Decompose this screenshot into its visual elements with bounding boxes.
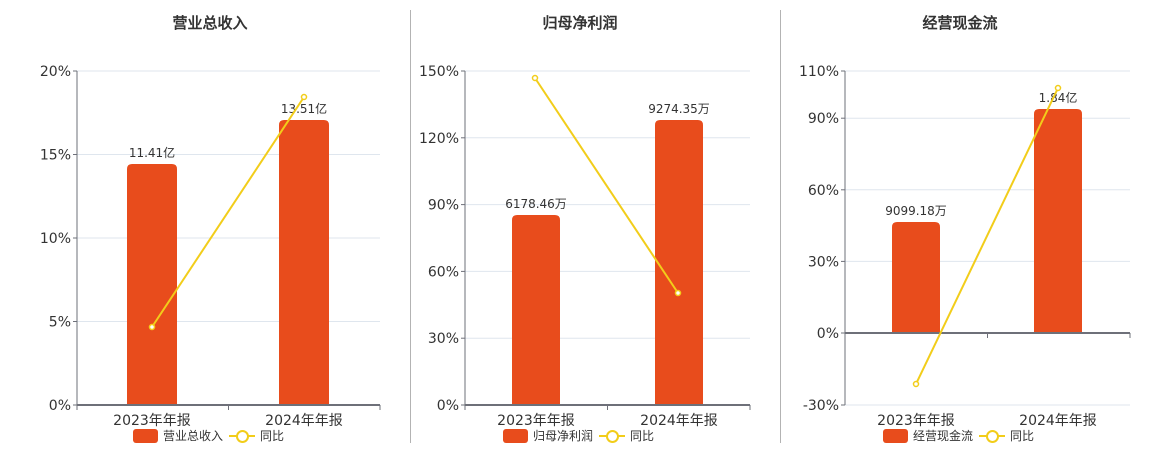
y-tick-label: 0% bbox=[437, 398, 459, 414]
legend-bar-label: 营业总收入 bbox=[163, 429, 224, 443]
legend-bar-label: 归母净利润 bbox=[533, 429, 594, 443]
legend-item-line[interactable]: 同比 bbox=[979, 427, 1034, 444]
y-tick-label: 60% bbox=[428, 264, 459, 280]
y-tick-label: 90% bbox=[808, 111, 839, 127]
chart-title-revenue: 营业总收入 bbox=[172, 14, 248, 32]
legend-bar-label: 经营现金流 bbox=[913, 429, 974, 443]
legend-line-label: 同比 bbox=[630, 429, 655, 443]
yoy-point-0[interactable] bbox=[531, 74, 539, 82]
panel-divider bbox=[780, 10, 781, 443]
bar-value-label: 6178.46万 bbox=[505, 197, 567, 211]
legend-operating-cashflow: 经营现金流 同比 bbox=[883, 427, 1034, 444]
yoy-point-1[interactable] bbox=[674, 289, 682, 297]
yoy-line bbox=[915, 87, 1059, 385]
legend-item-line[interactable]: 同比 bbox=[229, 427, 284, 444]
bar-swatch-icon bbox=[883, 428, 908, 443]
chart-title-net-profit: 归母净利润 bbox=[542, 14, 618, 32]
yoy-point-0[interactable] bbox=[148, 323, 156, 331]
bar-revenue-0[interactable] bbox=[127, 164, 177, 405]
y-tick-label: 5% bbox=[49, 315, 71, 331]
y-tick-label: 120% bbox=[419, 131, 459, 147]
legend-item-bar[interactable]: 归母净利润 bbox=[503, 427, 593, 444]
y-tick-label: 60% bbox=[808, 183, 839, 199]
bar-value-label: 9099.18万 bbox=[885, 204, 947, 218]
legend-item-bar[interactable]: 经营现金流 bbox=[883, 427, 973, 444]
y-tick-label: 0% bbox=[817, 326, 839, 342]
legend-item-bar[interactable]: 营业总收入 bbox=[133, 427, 223, 444]
yoy-line bbox=[534, 77, 679, 294]
bar-operating-cashflow-1[interactable] bbox=[1034, 109, 1082, 333]
bar-value-label: 1.84亿 bbox=[1039, 90, 1078, 105]
bar-swatch-icon bbox=[133, 428, 158, 443]
y-tick-label: 110% bbox=[799, 64, 839, 80]
y-tick-label: 0% bbox=[49, 398, 71, 414]
legend-revenue: 营业总收入 同比 bbox=[133, 427, 284, 444]
y-tick-label: 20% bbox=[40, 64, 71, 80]
y-tick-label: 90% bbox=[428, 198, 459, 214]
bar-swatch-icon bbox=[503, 428, 528, 443]
bar-operating-cashflow-0[interactable] bbox=[892, 222, 940, 333]
bar-net-profit-0[interactable] bbox=[512, 215, 560, 405]
yoy-point-0[interactable] bbox=[912, 380, 920, 388]
y-tick-label: -30% bbox=[803, 398, 839, 414]
y-tick-label: 150% bbox=[419, 64, 459, 80]
legend-item-line[interactable]: 同比 bbox=[599, 427, 654, 444]
bar-revenue-1[interactable] bbox=[279, 120, 329, 405]
bar-value-label: 11.41亿 bbox=[129, 145, 175, 160]
yoy-point-1[interactable] bbox=[300, 93, 308, 101]
y-tick-label: 30% bbox=[428, 331, 459, 347]
legend-line-label: 同比 bbox=[1010, 429, 1035, 443]
x-category-label: 2024年年报 bbox=[265, 413, 343, 429]
legend-line-label: 同比 bbox=[260, 429, 285, 443]
panel-divider bbox=[410, 10, 411, 443]
line-marker-icon bbox=[979, 429, 1006, 443]
y-tick-label: 30% bbox=[808, 254, 839, 270]
legend-net-profit: 归母净利润 同比 bbox=[503, 427, 654, 444]
x-category-label: 2023年年报 bbox=[497, 413, 575, 429]
line-marker-icon bbox=[599, 429, 626, 443]
x-category-label: 2023年年报 bbox=[113, 413, 191, 429]
bar-net-profit-1[interactable] bbox=[655, 120, 703, 405]
x-category-label: 2024年年报 bbox=[640, 413, 718, 429]
y-tick-label: 10% bbox=[40, 231, 71, 247]
chart-title-operating-cashflow: 经营现金流 bbox=[922, 14, 998, 32]
line-marker-icon bbox=[229, 429, 256, 443]
x-category-label: 2023年年报 bbox=[877, 413, 955, 429]
x-category-label: 2024年年报 bbox=[1019, 413, 1097, 429]
yoy-line bbox=[151, 96, 305, 328]
bar-value-label: 9274.35万 bbox=[648, 102, 710, 116]
bar-value-label: 13.51亿 bbox=[281, 101, 327, 116]
y-tick-label: 15% bbox=[40, 148, 71, 164]
yoy-point-1[interactable] bbox=[1054, 84, 1062, 92]
